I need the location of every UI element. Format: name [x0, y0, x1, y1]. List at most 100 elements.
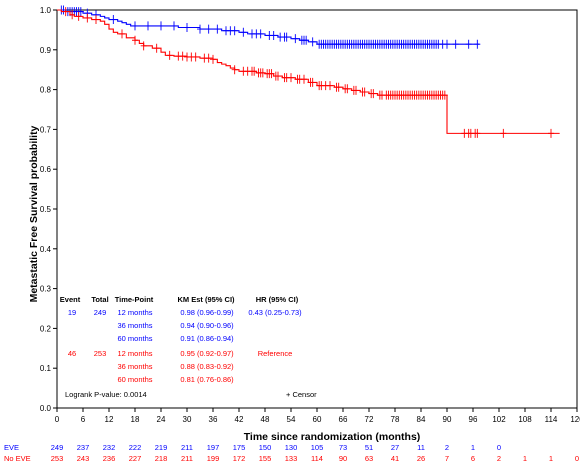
at-risk-count: 253	[51, 454, 64, 463]
at-risk-count: 218	[155, 454, 168, 463]
censor-mark	[132, 35, 138, 45]
at-risk-count: 172	[233, 454, 246, 463]
x-tick-label: 12	[105, 415, 114, 424]
x-tick-label: 24	[157, 415, 166, 424]
at-risk-count: 227	[129, 454, 142, 463]
at-risk-count: 249	[51, 443, 64, 452]
censor-mark	[327, 81, 333, 91]
censor-mark	[75, 11, 82, 21]
km-estimate: 0.91 (0.86-0.94)	[180, 334, 234, 343]
at-risk-count: 2	[445, 443, 449, 452]
km-estimate: 0.88 (0.83-0.92)	[180, 362, 234, 371]
censor-mark	[69, 10, 76, 20]
at-risk-count: 1	[523, 454, 527, 463]
at-risk-count: 0	[575, 454, 579, 463]
censor-mark	[344, 84, 351, 94]
x-tick-label: 66	[339, 415, 348, 424]
time-point: 12 months	[117, 349, 152, 358]
at-risk-count: 90	[339, 454, 347, 463]
censor-mark	[474, 39, 481, 49]
at-risk-count: 0	[497, 443, 501, 452]
table-header: HR (95% CI)	[256, 295, 299, 304]
km-estimate: 0.95 (0.92-0.97)	[180, 349, 234, 358]
time-point: 12 months	[117, 308, 152, 317]
censor-mark	[283, 32, 290, 42]
censor-mark	[275, 71, 281, 81]
censor-mark	[259, 68, 266, 78]
logrank-pvalue: Logrank P-value: 0.0014	[65, 390, 147, 399]
censor-mark	[77, 7, 84, 17]
total-count: 249	[94, 308, 107, 317]
km-estimate: 0.94 (0.90-0.96)	[180, 321, 234, 330]
censor-mark	[353, 85, 359, 95]
censor-mark	[240, 27, 247, 37]
at-risk-count: 27	[391, 443, 399, 452]
at-risk-count: 243	[77, 454, 90, 463]
y-axis-label: Metastatic Free Survival probability	[28, 125, 40, 302]
y-tick-label: 0.0	[40, 404, 52, 413]
censor-mark	[210, 54, 216, 64]
censor-mark	[292, 34, 299, 44]
censor-mark	[444, 39, 450, 49]
censor-mark	[132, 21, 138, 31]
censor-mark	[309, 77, 316, 87]
y-tick-label: 0.4	[40, 245, 52, 254]
event-count: 46	[68, 349, 76, 358]
censor-mark	[301, 74, 307, 84]
censor-mark	[361, 87, 368, 97]
at-risk-count: 219	[155, 443, 168, 452]
at-risk-count: 6	[471, 454, 475, 463]
x-tick-label: 30	[183, 415, 192, 424]
stats-table: Event Total Time-Point KM Est (95% CI) HR (9…	[60, 295, 317, 399]
y-tick-label: 0.6	[40, 165, 52, 174]
at-risk-label: No EVE	[4, 454, 31, 463]
censor-mark	[231, 26, 238, 36]
censor-mark	[205, 24, 212, 34]
x-tick-label: 18	[131, 415, 140, 424]
survival-line	[57, 9, 560, 134]
y-tick-label: 0.2	[40, 324, 52, 333]
censor-mark	[158, 21, 164, 31]
censor-mark	[288, 73, 294, 83]
at-risk-count: 11	[417, 443, 425, 452]
x-tick-label: 6	[81, 415, 86, 424]
km-estimate: 0.98 (0.96-0.99)	[180, 308, 234, 317]
censor-mark	[303, 35, 310, 45]
censor-mark	[309, 37, 316, 47]
x-tick-label: 48	[261, 415, 270, 424]
x-tick-label: 0	[55, 415, 60, 424]
x-tick-label: 90	[443, 415, 452, 424]
y-tick-label: 0.5	[40, 205, 52, 214]
at-risk-count: 2	[497, 454, 501, 463]
at-risk-count: 175	[233, 443, 246, 452]
censor-mark	[184, 23, 190, 33]
at-risk-count: 1	[549, 454, 553, 463]
table-header: Event	[60, 295, 81, 304]
censor-mark	[257, 29, 264, 39]
censor-mark	[335, 82, 342, 92]
at-risk-count: 105	[311, 443, 324, 452]
time-point: 36 months	[117, 321, 152, 330]
at-risk-count: 155	[259, 454, 272, 463]
censor-mark	[166, 50, 173, 60]
x-tick-label: 108	[518, 415, 532, 424]
x-tick-label: 120	[570, 415, 580, 424]
axes: 0 6 12 18 24 30 36 42 48 54 60 66 72 78 84 90 96 102 108 11…	[40, 6, 580, 424]
y-tick-label: 0.9	[40, 46, 52, 55]
censor-mark	[84, 13, 91, 23]
censor-mark	[145, 21, 151, 31]
at-risk-count: 73	[339, 443, 347, 452]
censor-mark	[500, 128, 507, 138]
at-risk-count: 51	[365, 443, 373, 452]
censor-mark	[140, 41, 147, 51]
at-risk-count: 7	[445, 454, 449, 463]
km-estimate: 0.81 (0.76-0.86)	[180, 375, 234, 384]
at-risk-count: 211	[181, 443, 193, 452]
at-risk-count: 150	[259, 443, 272, 452]
at-risk-count: 199	[207, 454, 220, 463]
at-risk-count: 232	[103, 443, 116, 452]
censor-mark	[205, 53, 212, 63]
at-risk-count: 1	[471, 443, 475, 452]
censor-mark	[270, 30, 277, 40]
